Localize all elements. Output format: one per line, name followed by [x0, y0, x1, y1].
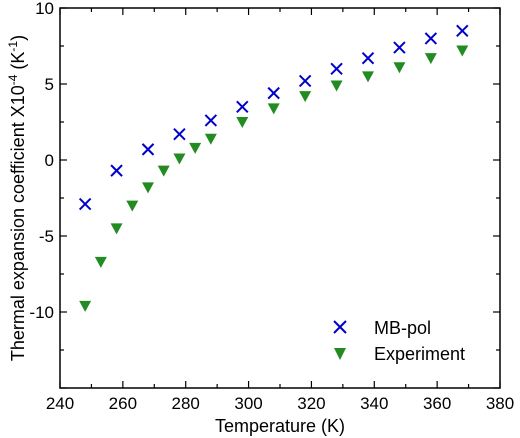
experiment-point [424, 53, 437, 65]
legend-label-experiment: Experiment [374, 344, 465, 364]
x-tick-label: 260 [109, 394, 137, 413]
mbpol-point [361, 51, 375, 65]
x-tick-label: 240 [46, 394, 74, 413]
x-tick-label: 360 [423, 394, 451, 413]
mbpol-point [393, 41, 406, 54]
mbpol-point [267, 86, 280, 100]
experiment-point [330, 80, 343, 92]
ticks [59, 7, 501, 389]
mbpol-point [204, 114, 218, 127]
experiment-point [94, 256, 107, 268]
experiment-point [126, 200, 139, 212]
mbpol-point [78, 197, 92, 211]
tick-labels: 240 260 280 300 320 340 360 380 -10 -5 0 5 10 [29, 0, 514, 413]
experiment-point [299, 91, 312, 103]
x-tick-label: 300 [234, 394, 262, 413]
mbpol-point [330, 62, 343, 76]
y-axis-title-unit-exp: -1 [6, 41, 20, 52]
experiment-point [267, 103, 280, 115]
mbpol-point [298, 74, 312, 88]
y-tick-label: 0 [45, 151, 54, 170]
mbpol-point [456, 24, 469, 38]
experiment-point [189, 142, 202, 154]
x-tick-label: 280 [172, 394, 200, 413]
experiment-point [157, 165, 170, 177]
y-axis-title-exp: -4 [6, 74, 20, 85]
experiment-point [79, 300, 92, 312]
x-tick-label: 340 [360, 394, 388, 413]
x-axis-title: Temperature (K) [215, 416, 345, 436]
mbpol-point [141, 143, 155, 156]
y-axis-title-unit-open: (K [8, 52, 28, 75]
mbpol-point [173, 127, 186, 141]
experiment-point [362, 71, 374, 83]
y-tick-label: 10 [35, 0, 54, 18]
y-tick-label: -10 [29, 303, 54, 322]
y-axis-title-unit-close: ) [8, 35, 28, 41]
experiment-point [456, 45, 469, 57]
experiment-point [236, 117, 249, 128]
data-points [78, 24, 469, 312]
y-tick-label: 5 [45, 75, 54, 94]
y-tick-label: -5 [39, 227, 54, 246]
experiment-point [204, 133, 217, 145]
experiment-point [173, 153, 186, 165]
legend-experiment-marker [334, 348, 346, 360]
legend-mbpol-marker [333, 320, 347, 334]
y-axis-title: Thermal expansion coefficient X10-4 (K-1… [6, 35, 28, 361]
experiment-point [393, 62, 406, 74]
experiment-point [142, 182, 154, 194]
experiment-point [110, 223, 123, 235]
y-axis-title-main: Thermal expansion coefficient X10 [8, 85, 28, 361]
legend-label-mbpol: MB-pol [374, 318, 431, 338]
mbpol-point [424, 32, 438, 45]
plot-frame [59, 7, 501, 389]
legend: MB-pol Experiment [333, 318, 465, 364]
mbpol-point [236, 100, 249, 114]
x-tick-label: 320 [297, 394, 325, 413]
mbpol-point [110, 164, 123, 177]
x-tick-label: 380 [486, 394, 514, 413]
